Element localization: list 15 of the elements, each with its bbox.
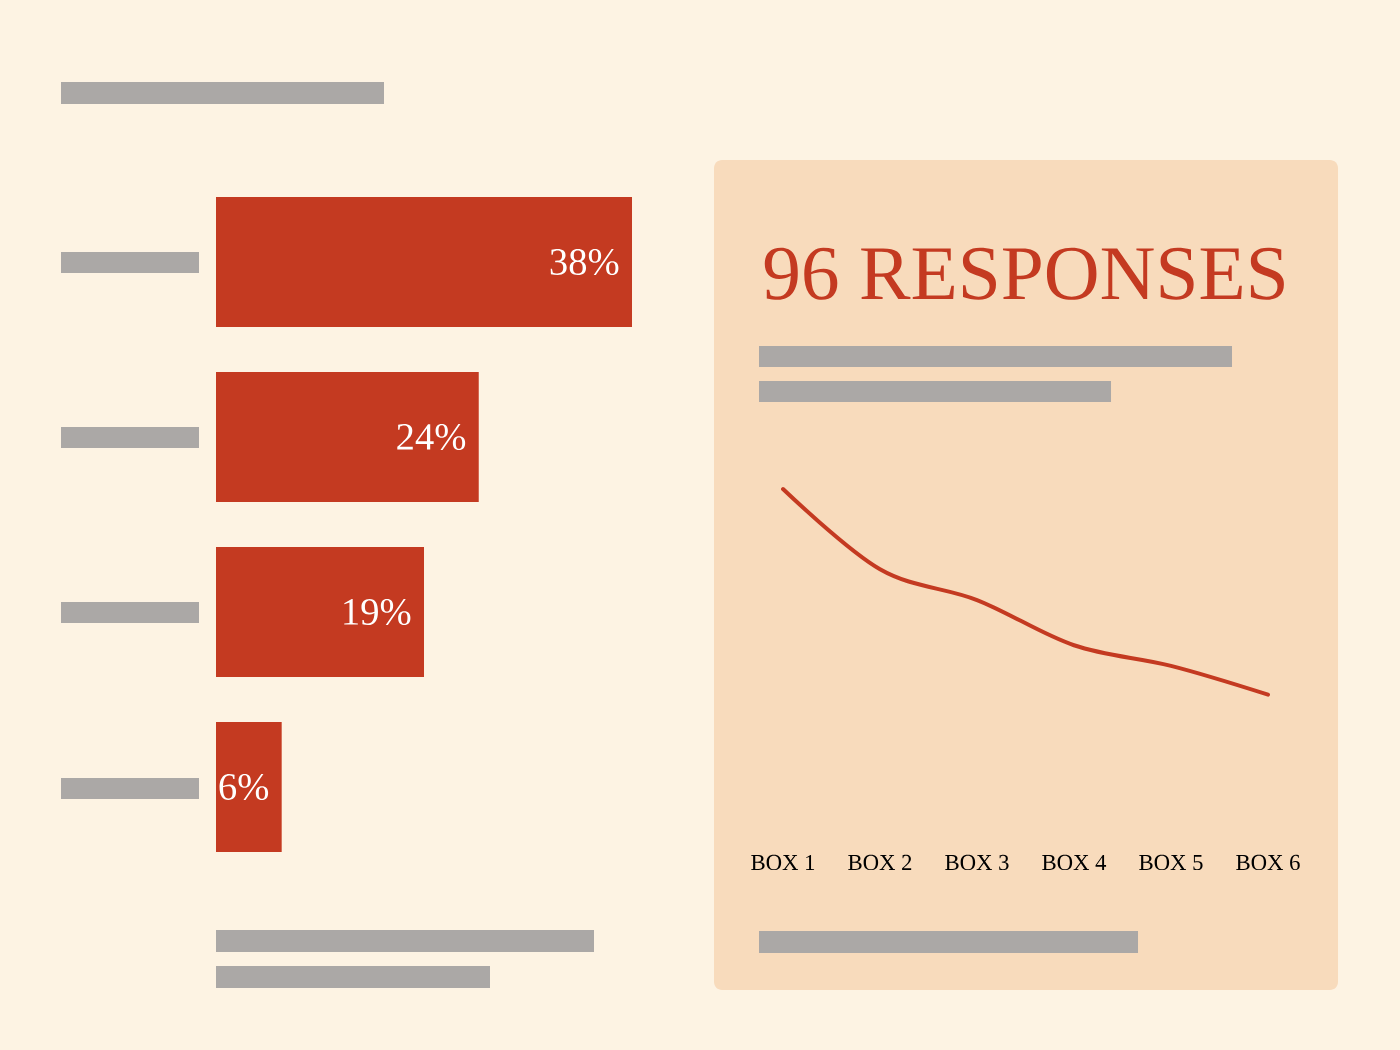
chart-title: 96 RESPONSES	[764, 247, 1284, 300]
bar	[216, 547, 424, 678]
x-tick-label: BOX 3	[945, 854, 1009, 871]
data-label: 24%	[397, 423, 466, 451]
bar	[216, 197, 633, 328]
bar	[216, 372, 479, 503]
bar	[216, 722, 282, 853]
data-label: 38%	[550, 248, 619, 276]
x-tick-label: BOX 1	[751, 854, 815, 871]
x-tick-label: BOX 2	[848, 854, 912, 871]
data-label: 6%	[219, 773, 269, 801]
x-tick-label: BOX 5	[1139, 854, 1203, 871]
x-tick-label: BOX 6	[1236, 854, 1300, 871]
data-label: 19%	[344, 598, 411, 626]
x-tick-label: BOX 4	[1042, 854, 1107, 871]
